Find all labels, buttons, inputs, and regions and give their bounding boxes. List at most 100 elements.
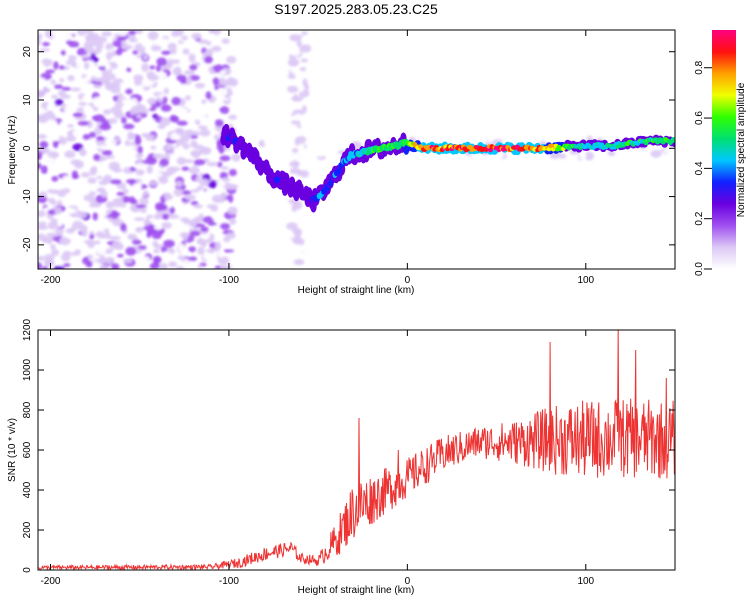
spectrogram-noise-blob	[163, 251, 170, 256]
spectrogram-noise-blob	[71, 48, 77, 53]
spectrogram-noise-blob	[205, 238, 213, 243]
spectrogram-noise-blob	[202, 252, 213, 261]
spectrogram-noise-blob	[191, 32, 202, 40]
spectrogram-noise-blob	[176, 156, 187, 166]
spectrogram-noise-blob	[160, 117, 172, 126]
spectrogram-noise-blob	[49, 189, 61, 195]
spectrogram-noise-blob	[302, 115, 309, 123]
spectrogram-noise-blob	[42, 266, 49, 269]
spectrogram-noise-blob	[146, 71, 155, 79]
spectrogram-noise-blob	[149, 65, 156, 70]
spectrogram-noise-blob	[188, 53, 196, 63]
spectrogram-noise-blob	[46, 197, 56, 203]
spectrogram-noise-blob	[100, 191, 108, 198]
spectrogram-noise-blob	[146, 205, 154, 214]
colorbar-ticks: 0.0 0.2 0.4 0.6 0.8	[694, 60, 712, 276]
spectrogram-noise-blob	[136, 157, 143, 164]
spectrogram-noise-blob	[175, 180, 183, 188]
spectrogram-noise-blob	[38, 154, 43, 161]
spectrogram-noise-blob	[92, 212, 98, 221]
spectrogram-noise-blob	[50, 79, 56, 85]
spectrogram-noise-blob	[300, 155, 312, 160]
spectrogram-noise-blob	[219, 106, 230, 115]
colorbar-scale	[712, 30, 736, 269]
spectrogram-noise-blob	[412, 154, 423, 160]
spectrogram-noise-blob	[97, 61, 107, 67]
spectrogram-noise-blob	[87, 177, 97, 184]
spectrogram-noise-blob	[650, 149, 662, 158]
spectrogram-noise-blob	[507, 138, 519, 143]
spectrogram-noise-blob	[205, 188, 212, 197]
spectrogram-noise-blob	[122, 258, 133, 264]
spectrogram-noise-blob	[219, 265, 229, 269]
spectrogram-noise-blob	[147, 97, 157, 105]
spectrogram-noise-blob	[40, 165, 48, 175]
spectrogram-noise-blob	[47, 209, 57, 215]
spectrogram-noise-blob	[292, 237, 303, 244]
spectrogram-noise-blob	[38, 210, 46, 218]
x-tick-label: 100	[577, 576, 594, 587]
spectrogram-noise-blob	[289, 60, 298, 66]
spectrogram-noise-blob	[83, 62, 90, 70]
spectrogram-noise-blob	[197, 264, 203, 269]
spectrogram-noise-blob	[148, 181, 159, 186]
spectrogram-noise-blob	[95, 36, 107, 44]
spectrogram-noise-blob	[108, 236, 121, 241]
spectrogram-noise-blob	[89, 131, 97, 138]
spectrogram-noise-blob	[205, 91, 212, 100]
spectrogram-noise-blob	[208, 30, 215, 34]
spectrogram-noise-blob	[182, 143, 190, 150]
spectrogram-noise-blob	[221, 38, 230, 44]
spectrogram-noise-blob	[193, 159, 206, 166]
spectrogram-noise-blob	[169, 114, 178, 123]
spectrogram-noise-blob	[102, 176, 109, 185]
spectrogram-noise-blob	[51, 129, 58, 137]
spectrogram-noise-blob	[121, 70, 128, 78]
spectrogram-noise-blob	[112, 40, 124, 48]
spectrogram-noise-blob	[207, 222, 218, 226]
spectrogram-noise-blob	[163, 239, 175, 248]
spectrogram-noise-blob	[184, 95, 191, 101]
spectrogram-frame	[37, 29, 676, 270]
spectrogram-noise-blob	[57, 223, 63, 228]
spectrogram-ridge-core	[672, 138, 675, 143]
spectrogram-noise-blob	[143, 219, 151, 226]
spectrogram-noise-blob	[197, 193, 205, 202]
spectrogram-noise-blob	[116, 93, 124, 97]
spectrogram-y-label: Frequency (Hz)	[7, 116, 18, 185]
spectrogram-noise-blob	[82, 133, 91, 140]
spectrogram-noise-blob	[212, 77, 220, 87]
spectrogram-noise-blob	[157, 71, 167, 79]
spectrogram-noise-blob	[300, 36, 307, 44]
spectrogram-noise-blob	[190, 189, 200, 193]
spectrogram-noise-blob	[196, 113, 207, 122]
spectrogram-noise-blob	[176, 74, 187, 82]
spectrogram-noise-blob	[300, 170, 309, 178]
spectrogram-noise-blob	[111, 50, 117, 57]
spectrogram-noise-blob	[38, 255, 46, 261]
spectrogram-noise-blob	[125, 179, 137, 184]
spectrogram-noise-blob	[196, 237, 205, 246]
spectrogram-noise-blob	[122, 123, 135, 130]
spectrogram-noise-blob	[132, 182, 141, 191]
spectrogram-noise-blob	[296, 136, 307, 144]
colorbar-tick-label: 0.2	[694, 211, 705, 225]
spectrogram-noise-blob	[64, 30, 73, 37]
colorbar: 0.0 0.2 0.4 0.6 0.8 Normalized spectral ampl…	[694, 30, 747, 276]
spectrogram-noise-blob	[181, 166, 190, 171]
y-tick-label: 200	[22, 521, 33, 538]
spectrogram-noise-blob	[89, 234, 95, 240]
spectrogram-noise-blob	[290, 120, 301, 125]
spectrogram-noise-blob	[301, 31, 308, 36]
spectrogram-noise-blob	[99, 264, 110, 269]
spectrogram-noise-blob	[125, 88, 133, 95]
spectrogram-noise-blob	[96, 246, 107, 255]
spectrogram-noise-blob	[137, 145, 143, 155]
spectrogram-noise-blob	[200, 226, 209, 232]
spectrogram-noise-blob	[99, 123, 112, 131]
spectrogram-noise-blob	[292, 94, 299, 101]
colorbar-tick-label: 0.4	[694, 161, 705, 175]
spectrogram-noise-blob	[186, 208, 198, 216]
spectrogram-noise-blob	[188, 222, 198, 227]
spectrogram-noise-blob	[80, 54, 91, 59]
